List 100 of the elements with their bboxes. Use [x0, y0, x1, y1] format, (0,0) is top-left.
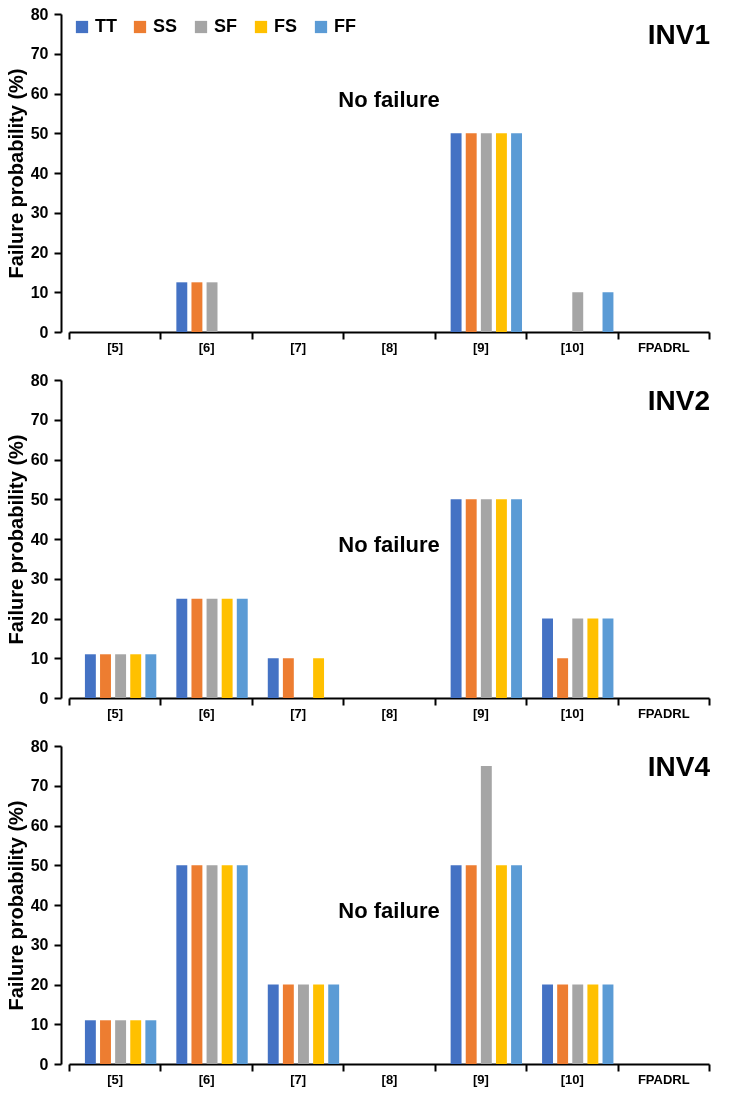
bar	[282, 984, 294, 1064]
y-tick-label: 60	[30, 85, 49, 102]
y-tick-label: 60	[30, 817, 49, 834]
bar	[221, 598, 233, 698]
bar	[587, 618, 599, 698]
bar	[557, 984, 569, 1064]
bar	[572, 984, 584, 1064]
bar	[206, 598, 218, 698]
legend-label: SS	[153, 16, 178, 36]
legend-label: SF	[214, 16, 238, 36]
bar	[480, 133, 492, 332]
x-tick-label: FPADRL	[637, 339, 690, 355]
y-tick-label: 0	[39, 689, 49, 707]
annotation: No failure	[338, 532, 440, 558]
bar	[176, 282, 188, 332]
bar	[84, 654, 96, 698]
bar	[236, 598, 248, 698]
y-tick-label: 50	[30, 856, 49, 874]
bar	[267, 658, 279, 698]
y-tick-label: 10	[30, 283, 49, 301]
bar	[495, 865, 507, 1064]
bar	[572, 618, 584, 698]
y-tick-label: 70	[30, 411, 49, 429]
y-tick-label: 60	[30, 451, 49, 468]
x-tick-label: [9]	[472, 1071, 489, 1087]
x-tick-label: [8]	[381, 339, 398, 355]
y-tick-label: 70	[30, 777, 49, 795]
bar	[145, 1020, 157, 1064]
x-tick-label: [8]	[381, 705, 398, 721]
bar	[450, 499, 462, 698]
bar	[542, 984, 553, 1064]
bar	[176, 865, 188, 1064]
bar	[282, 658, 294, 698]
x-tick-label: [9]	[472, 705, 489, 721]
x-tick-label: [10]	[560, 1071, 584, 1087]
bar	[511, 133, 523, 332]
x-tick-label: [6]	[198, 705, 215, 721]
bar	[206, 282, 218, 332]
bar	[557, 658, 569, 698]
bar	[511, 865, 523, 1064]
y-tick-label: 10	[30, 649, 49, 667]
bar	[465, 865, 477, 1064]
bar	[176, 598, 188, 698]
chart-title: INV2	[647, 385, 710, 416]
y-tick-label: 50	[30, 490, 49, 508]
x-tick-label: [10]	[560, 339, 584, 355]
y-tick-label: 50	[30, 124, 49, 142]
chart-title: INV4	[647, 751, 711, 782]
bar	[236, 865, 248, 1064]
annotation: No failure	[338, 898, 440, 924]
x-tick-label: [10]	[560, 705, 584, 721]
y-tick-label: 80	[30, 371, 49, 389]
bar	[100, 1020, 111, 1064]
y-tick-label: 40	[30, 530, 49, 548]
annotation: No failure	[338, 86, 440, 112]
y-tick-label: 40	[30, 164, 49, 182]
bar	[313, 658, 325, 698]
bar	[191, 598, 203, 698]
bar	[602, 984, 614, 1064]
x-tick-label: FPADRL	[637, 1071, 690, 1087]
bar	[115, 654, 127, 698]
bar	[221, 865, 233, 1064]
x-tick-label: [5]	[107, 339, 124, 355]
bar	[587, 984, 599, 1064]
bar	[115, 1020, 127, 1064]
y-tick-label: 30	[30, 936, 49, 954]
y-tick-label: 80	[30, 737, 49, 755]
y-axis-title: Failure probability (%)	[4, 434, 27, 645]
bar	[191, 865, 203, 1064]
bar	[542, 618, 553, 698]
y-axis-title: Failure probability (%)	[4, 68, 27, 279]
bar	[450, 133, 462, 332]
x-tick-label: [7]	[290, 1071, 307, 1087]
bar	[480, 765, 492, 1064]
x-tick-label: [6]	[198, 339, 215, 355]
y-tick-label: 0	[39, 323, 49, 341]
x-tick-label: [6]	[198, 1071, 215, 1087]
x-tick-label: [9]	[472, 339, 489, 355]
bar	[450, 865, 462, 1064]
x-tick-label: [8]	[381, 1071, 398, 1087]
y-tick-label: 20	[30, 976, 49, 993]
x-tick-label: [7]	[290, 705, 307, 721]
bar	[495, 499, 507, 698]
legend-label: FF	[334, 16, 356, 36]
y-tick-label: 70	[30, 45, 49, 63]
bar	[298, 984, 309, 1064]
bar	[495, 133, 507, 332]
bar	[465, 133, 477, 332]
bar	[602, 618, 614, 698]
y-tick-label: 30	[30, 204, 49, 222]
x-tick-label: [7]	[290, 339, 307, 355]
x-tick-label: [5]	[107, 1071, 124, 1087]
y-tick-label: 20	[30, 244, 49, 261]
bar	[602, 292, 614, 332]
bar	[465, 499, 477, 698]
y-tick-label: 0	[39, 1055, 49, 1073]
y-axis-title: Failure probability (%)	[4, 800, 27, 1011]
bar	[130, 654, 142, 698]
y-tick-label: 30	[30, 570, 49, 588]
bar	[480, 499, 492, 698]
